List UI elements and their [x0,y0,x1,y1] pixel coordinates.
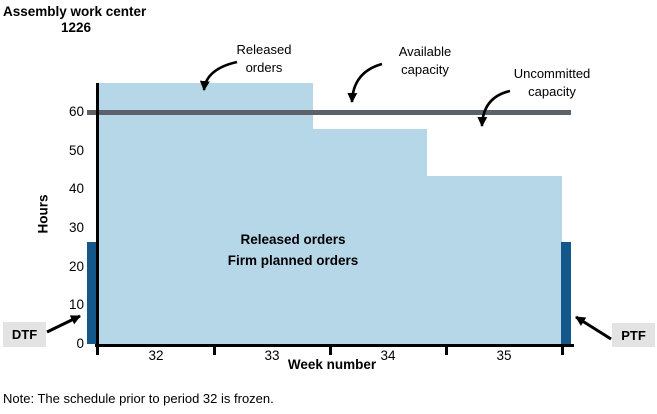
y-tick-label-20: 20 [68,258,84,274]
x-axis-tick [329,344,332,355]
y-tick-label-40: 40 [68,181,84,197]
y-tick-label-0: 0 [76,336,84,351]
time-fence-bar-ptf [561,241,571,344]
y-tick-label-60: 60 [68,104,84,119]
time-fence-bar-dtf [87,241,97,344]
chart-title: Assembly work center [3,4,147,19]
y-tick-label-10: 10 [68,297,84,313]
y-tick-label-30: 30 [68,220,84,235]
x-axis-tick [445,344,448,355]
dtf-label-box: DTF [3,322,46,347]
chart-title-number: 1226 [60,20,92,35]
uncommitted-capacity-annotation: Uncommitted capacity [513,66,591,99]
load-area-label: Released orders Firm planned orders [173,229,413,271]
load-profile-segment-3 [427,175,562,344]
x-axis-tick [213,344,216,355]
x-tick-label-34: 34 [380,348,396,363]
x-axis-title: Week number [287,357,377,372]
x-axis-tick [561,344,564,355]
available-capacity-annotation: Available capacity [398,44,452,77]
x-tick-label-35: 35 [496,348,512,363]
load-area-label-line1: Released orders [240,232,346,247]
load-area-label-line2: Firm planned orders [227,253,359,268]
ptf-label-box: PTF [612,323,655,347]
footnote: Note: The schedule prior to period 32 is… [3,391,274,406]
y-axis-title: Hours [35,194,51,234]
y-axis [96,83,99,355]
x-tick-label-32: 32 [148,348,164,363]
released-orders-annotation: Released orders [236,42,292,75]
available-capacity-line [87,110,571,115]
load-profile-segment-2 [312,129,428,344]
load-profile-segment-1 [98,83,313,344]
x-tick-label-33: 33 [264,348,280,363]
x-axis [95,344,574,347]
y-tick-label-50: 50 [68,142,84,158]
